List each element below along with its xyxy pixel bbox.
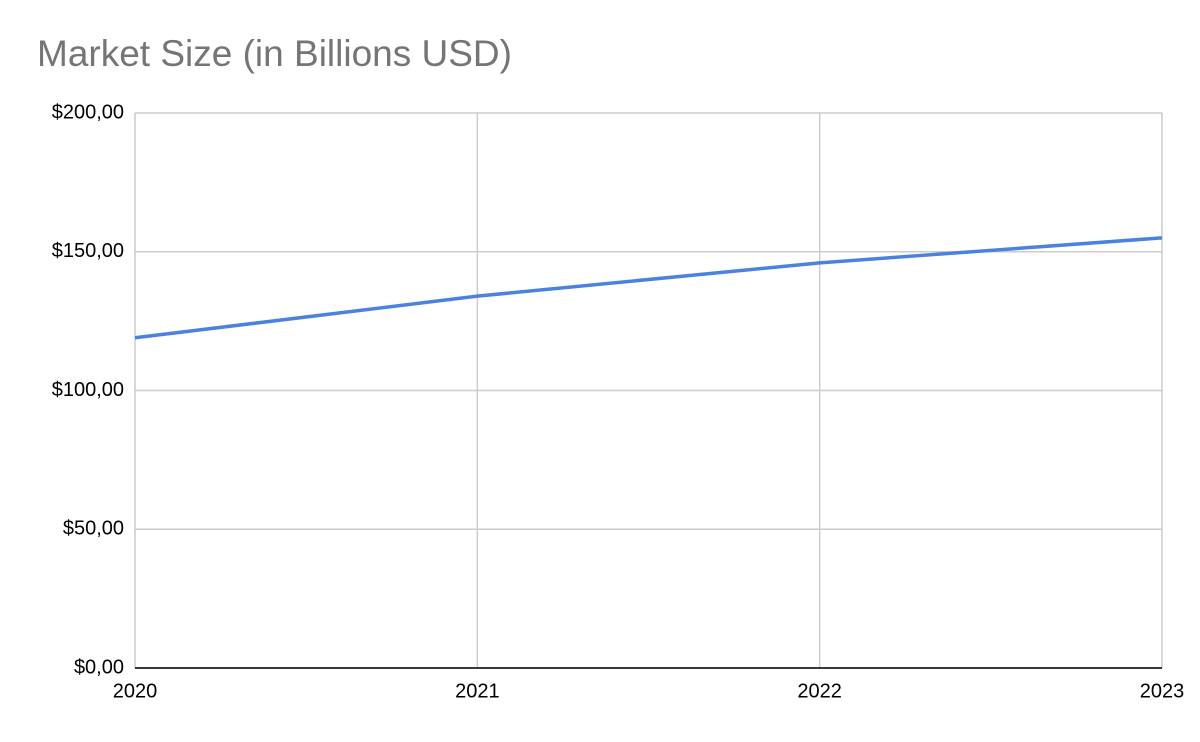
- x-tick-label: 2020: [113, 680, 158, 702]
- y-tick-label: $50,00: [63, 518, 124, 540]
- y-tick-label: $150,00: [52, 240, 124, 262]
- y-tick-label: $0,00: [74, 656, 124, 678]
- x-tick-label: 2023: [1140, 680, 1185, 702]
- chart-title: Market Size (in Billions USD): [37, 33, 512, 74]
- y-tick-label: $200,00: [52, 101, 124, 123]
- y-tick-label: $100,00: [52, 379, 124, 401]
- x-tick-label: 2022: [797, 680, 842, 702]
- x-tick-label: 2021: [455, 680, 500, 702]
- line-series: [134, 236, 1163, 340]
